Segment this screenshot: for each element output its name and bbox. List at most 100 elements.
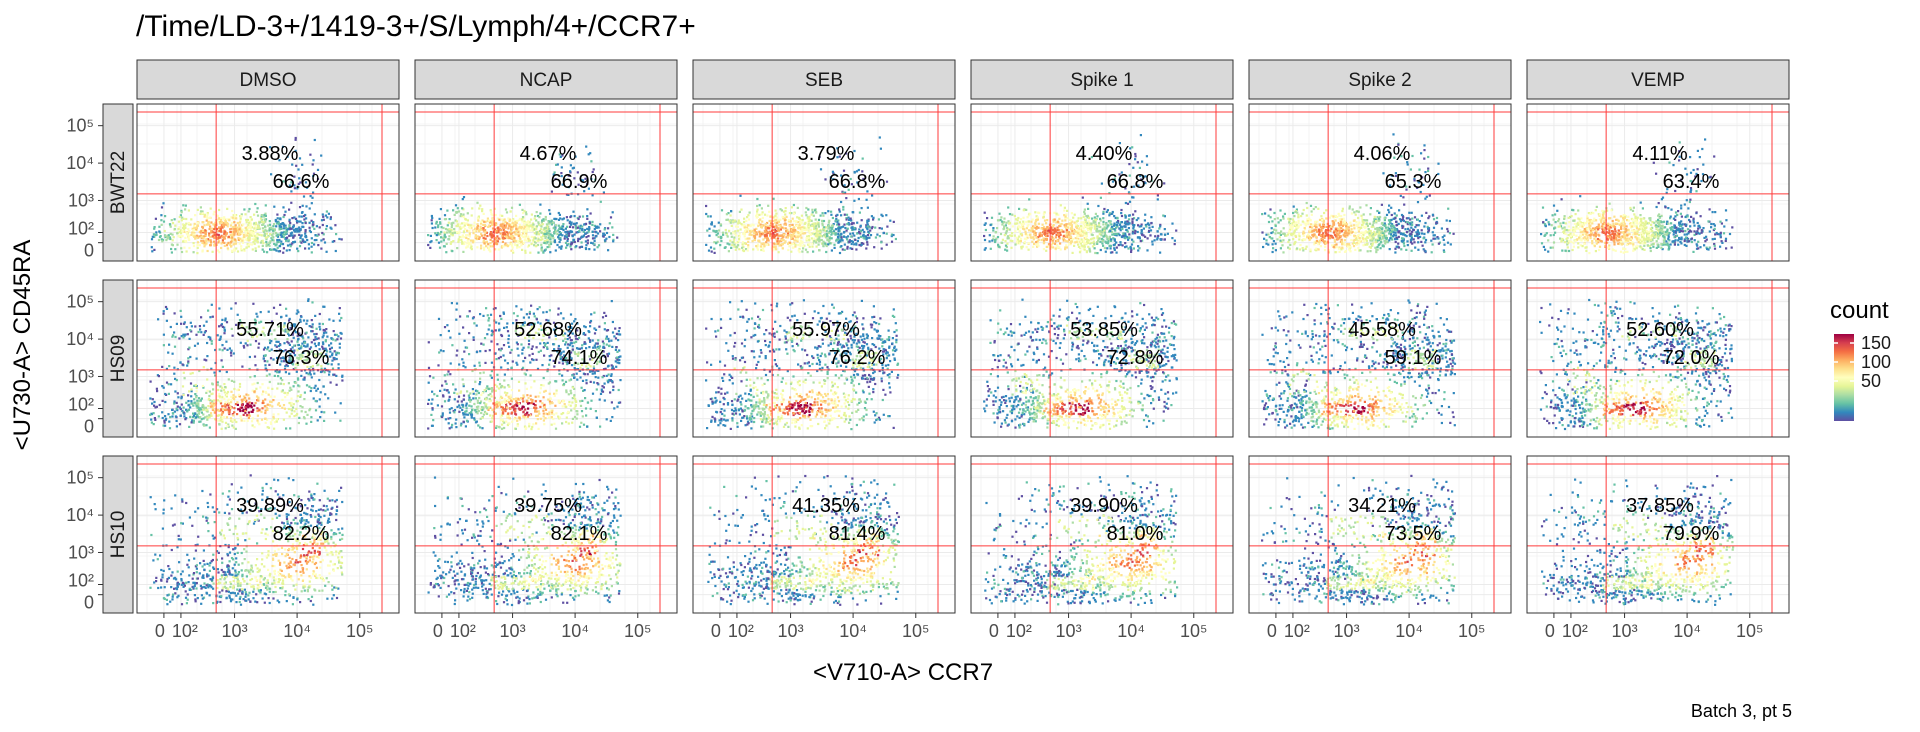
gate-percent-top: 3.79%: [798, 143, 855, 165]
gate-lines: [1527, 280, 1789, 437]
gate-percent-top: 4.40%: [1076, 143, 1133, 165]
x-tick-label: 0: [1267, 621, 1277, 641]
x-axis-col-5: 0 10² 10³ 10⁴ 10⁵: [1545, 613, 1764, 641]
legend-colorbar: [1834, 334, 1854, 421]
x-axis-col-4: 0 10² 10³ 10⁴ 10⁵: [1267, 613, 1486, 641]
gate-percent-right: 72.8%: [1107, 347, 1164, 369]
gate-percent-top: 3.88%: [242, 143, 299, 165]
legend-tick-100: 100: [1861, 352, 1891, 372]
gate-percent-top: 41.35%: [792, 495, 860, 517]
gate-lines: [137, 104, 399, 261]
gate-percent-top: 52.60%: [1626, 319, 1694, 341]
row-strip-bwt22: BWT22: [102, 103, 134, 262]
col-strip-label: Spike 2: [1348, 70, 1411, 91]
x-axis-col-2: 0 10² 10³ 10⁴ 10⁵: [711, 613, 930, 641]
gate-percent-top: 53.85%: [1070, 319, 1138, 341]
panel-hs09-spike-1: 53.85% 72.8%: [970, 279, 1234, 438]
panel-hs10-spike-1: 39.90% 81.0%: [970, 455, 1234, 614]
gate-percent-right: 76.2%: [829, 347, 886, 369]
density-cloud: [705, 136, 897, 255]
gate-lines: [1249, 280, 1511, 437]
gate-percent-right: 81.0%: [1107, 523, 1164, 545]
gate-percent-top: 39.75%: [514, 495, 582, 517]
gate-percent-right: 66.8%: [829, 171, 886, 193]
legend-tick-50: 50: [1861, 371, 1881, 391]
x-tick-label: 10²: [728, 621, 754, 641]
x-axis-col-0: 0 10² 10³ 10⁴ 10⁵: [155, 613, 374, 641]
y-tick-label: 10⁵: [67, 292, 94, 312]
gate-lines: [1249, 104, 1511, 261]
y-tick-label: 10³: [68, 542, 94, 562]
gate-percent-top: 52.68%: [514, 319, 582, 341]
y-tick-label: 10⁴: [66, 505, 94, 525]
col-strip-seb: SEB: [692, 59, 956, 100]
gate-lines: [1527, 104, 1789, 261]
x-tick-label: 0: [1545, 621, 1555, 641]
panel-hs09-dmso: 55.71% 76.3%: [136, 279, 400, 438]
legend-title: count: [1830, 297, 1889, 324]
gate-percent-right: 65.3%: [1385, 171, 1442, 193]
y-tick-label: 0: [84, 241, 94, 261]
gate-percent-right: 79.9%: [1663, 523, 1720, 545]
gate-percent-right: 82.2%: [273, 523, 330, 545]
y-tick-label: 10⁴: [66, 153, 94, 173]
x-tick-label: 10³: [1334, 621, 1360, 641]
row-strip-label: BWT22: [108, 151, 129, 214]
gate-lines: [693, 280, 955, 437]
col-strip-ncap: NCAP: [414, 59, 678, 100]
y-tick-label: 10³: [68, 190, 94, 210]
x-tick-label: 0: [989, 621, 999, 641]
gate-percent-top: 45.58%: [1348, 319, 1416, 341]
row-strip-label: HS10: [108, 511, 129, 559]
density-cloud: [1261, 474, 1456, 606]
gate-lines: [137, 456, 399, 613]
x-tick-label: 10⁵: [624, 621, 651, 641]
col-strip-spike-2: Spike 2: [1248, 59, 1512, 100]
x-tick-label: 10⁵: [902, 621, 929, 641]
gate-percent-right: 82.1%: [551, 523, 608, 545]
gate-lines: [415, 104, 677, 261]
gate-lines: [971, 104, 1233, 261]
gate-percent-top: 55.71%: [236, 319, 304, 341]
x-tick-label: 10³: [778, 621, 804, 641]
legend: count 150 100 50: [1830, 297, 1891, 421]
panel-bwt22-dmso: 3.88% 66.6%: [136, 103, 400, 262]
gate-percent-top: 34.21%: [1348, 495, 1416, 517]
x-tick-label: 10⁴: [561, 621, 589, 641]
density-cloud: [427, 145, 619, 254]
panel-hs09-ncap: 52.68% 74.1%: [414, 279, 678, 438]
panel-hs10-spike-2: 34.21% 73.5%: [1248, 455, 1512, 614]
gate-lines: [971, 456, 1233, 613]
panel-hs10-vemp: 37.85% 79.9%: [1526, 455, 1790, 614]
x-tick-label: 10³: [1612, 621, 1638, 641]
density-cloud: [707, 474, 900, 606]
gate-percent-right: 74.1%: [551, 347, 608, 369]
x-tick-label: 0: [711, 621, 721, 641]
col-strip-label: VEMP: [1631, 70, 1685, 91]
panel-hs10-ncap: 39.75% 82.1%: [414, 455, 678, 614]
y-tick-label: 10³: [68, 366, 94, 386]
density-cloud: [1261, 133, 1455, 254]
gate-lines: [137, 280, 399, 437]
col-strip-spike-1: Spike 1: [970, 59, 1234, 100]
row-strip-label: HS09: [108, 335, 129, 383]
y-tick-label: 10²: [68, 395, 94, 415]
y-tick-label: 10²: [68, 219, 94, 239]
x-tick-label: 10⁴: [1395, 621, 1423, 641]
density-cloud: [983, 134, 1178, 255]
caption: Batch 3, pt 5: [1691, 701, 1792, 721]
density-cloud: [149, 474, 344, 606]
y-tick-label: 10⁵: [67, 116, 94, 136]
col-strip-label: NCAP: [520, 70, 573, 91]
col-strip-label: Spike 1: [1070, 70, 1133, 91]
gate-percent-right: 66.6%: [273, 171, 330, 193]
x-tick-label: 10²: [172, 621, 198, 641]
x-axis-col-1: 0 10² 10³ 10⁴ 10⁵: [433, 613, 652, 641]
x-tick-label: 10⁵: [1458, 621, 1485, 641]
x-tick-label: 10⁴: [283, 621, 311, 641]
density-cloud: [149, 298, 344, 430]
density-cloud: [427, 476, 622, 607]
x-tick-label: 10³: [222, 621, 248, 641]
gate-lines: [1527, 456, 1789, 613]
gate-lines: [971, 280, 1233, 437]
